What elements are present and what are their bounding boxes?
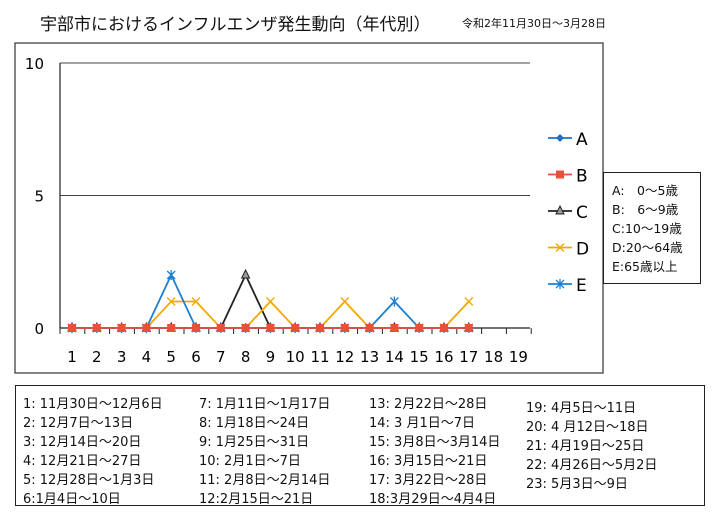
x-tick-label: 8 — [241, 348, 251, 366]
week-entry: 14: 3 月1日～7日 — [369, 416, 475, 431]
data-point-c — [240, 268, 251, 279]
week-entry: 13: 2月22日～28日 — [369, 397, 488, 412]
week-entry: 11: 2月8日～2月14日 — [199, 473, 331, 488]
week-entry: 3: 12月14日～20日 — [23, 435, 142, 450]
data-point-e — [166, 270, 176, 280]
week-entry: 7: 1月11日～1月17日 — [199, 397, 331, 412]
legend-marker-d — [555, 243, 565, 252]
x-tick-label: 7 — [216, 348, 226, 366]
legend-marker-b — [556, 170, 564, 179]
week-entry: 16: 3月15日～21日 — [369, 454, 488, 469]
week-entry: 21: 4月19日～25日 — [526, 439, 645, 454]
x-tick-label: 11 — [310, 348, 329, 366]
legend-marker-a — [556, 134, 564, 142]
x-tick-label: 2 — [92, 348, 102, 366]
data-point-d — [464, 297, 474, 306]
data-point-b — [192, 324, 200, 332]
age-group-a: A: 0～5歳 — [612, 183, 678, 198]
data-point-d — [340, 297, 350, 306]
x-tick-label: 14 — [385, 348, 404, 366]
data-point-b — [92, 324, 101, 332]
data-point-b — [241, 324, 250, 332]
chart-title: 宇部市におけるインフルエンザ発生動向（年代別） — [40, 15, 431, 35]
data-point-d — [166, 297, 176, 306]
legend-label-e: E — [576, 276, 587, 296]
week-entry: 2: 12月7日～13日 — [23, 416, 134, 431]
x-tick-label: 3 — [117, 348, 127, 366]
x-tick-label: 18 — [484, 348, 503, 366]
y-tick-label: 0 — [34, 320, 44, 338]
age-group-e: E:65歳以上 — [612, 259, 678, 274]
x-tick-label: 4 — [142, 348, 152, 366]
week-entry: 10: 2月1日～7日 — [199, 454, 301, 469]
week-entry: 6:1月4日～10日 — [23, 492, 121, 507]
data-point-b — [117, 324, 126, 332]
week-entry: 23: 5月3日～9日 — [526, 477, 628, 492]
data-point-e — [389, 296, 399, 307]
week-entry: 8: 1月18日～24日 — [199, 416, 310, 431]
week-entry: 19: 4月5日～11日 — [526, 401, 637, 416]
data-point-b — [440, 324, 448, 332]
data-point-b — [464, 324, 473, 332]
data-point-d — [265, 297, 275, 306]
data-point-b — [415, 324, 424, 332]
data-point-b — [316, 324, 324, 332]
data-point-b — [340, 324, 349, 332]
age-group-c: C:10～19歳 — [612, 221, 682, 236]
x-tick-label: 5 — [166, 348, 176, 366]
week-entry: 12:2月15日～21日 — [199, 492, 314, 507]
legend-marker-e — [555, 279, 565, 289]
data-point-b — [68, 324, 76, 332]
week-entry: 5: 12月28日～1月3日 — [23, 473, 155, 488]
week-entry: 17: 3月22日～28日 — [369, 473, 488, 488]
legend-label-d: D — [576, 240, 589, 260]
week-key-table: 1: 11月30日～12月6日 2: 12月7日～13日 3: 12月14日～20日… — [15, 385, 705, 507]
data-point-d — [191, 297, 201, 306]
week-entry: 15: 3月8日～3月14日 — [369, 435, 501, 450]
x-tick-label: 15 — [410, 348, 429, 366]
data-point-b — [142, 324, 151, 332]
week-entry: 1: 11月30日～12月6日 — [23, 397, 163, 412]
age-group-d: D:20～64歳 — [612, 240, 683, 255]
age-group-b: B: 6～9歳 — [612, 202, 679, 217]
data-point-b — [266, 324, 275, 332]
data-point-b — [291, 324, 300, 332]
x-tick-label: 10 — [286, 348, 305, 366]
age-group-key: A: 0～5歳 B: 6～9歳 C:10～19歳 D:20～64歳 E:65歳以… — [603, 172, 701, 284]
week-entry: 20: 4 月12日～18日 — [526, 420, 649, 435]
x-tick-label: 9 — [266, 348, 276, 366]
period-label: 令和2年11月30日～3月28日 — [462, 17, 606, 30]
x-tick-label: 17 — [459, 348, 478, 366]
week-entry: 9: 1月25日～31日 — [199, 435, 310, 450]
data-point-b — [390, 324, 399, 332]
x-tick-label: 16 — [434, 348, 453, 366]
legend-label-a: A — [576, 130, 588, 150]
week-entry: 22: 4月26日～5月2日 — [526, 458, 658, 473]
data-point-b — [216, 324, 225, 332]
x-tick-label: 1 — [67, 348, 77, 366]
x-tick-label: 12 — [335, 348, 354, 366]
x-tick-label: 19 — [509, 348, 528, 366]
x-tick-label: 6 — [191, 348, 201, 366]
data-point-b — [167, 324, 176, 332]
data-point-b — [365, 324, 374, 332]
week-entry: 18:3月29日～4月4日 — [369, 492, 497, 507]
legend-marker-c — [555, 204, 565, 215]
chart-frame — [14, 42, 604, 374]
legend-label-b: B — [576, 167, 588, 187]
y-tick-label: 5 — [34, 188, 44, 206]
legend-label-c: C — [576, 203, 588, 223]
y-tick-label: 10 — [25, 55, 44, 73]
x-tick-label: 13 — [360, 348, 379, 366]
week-entry: 4: 12月21日～27日 — [23, 454, 142, 469]
